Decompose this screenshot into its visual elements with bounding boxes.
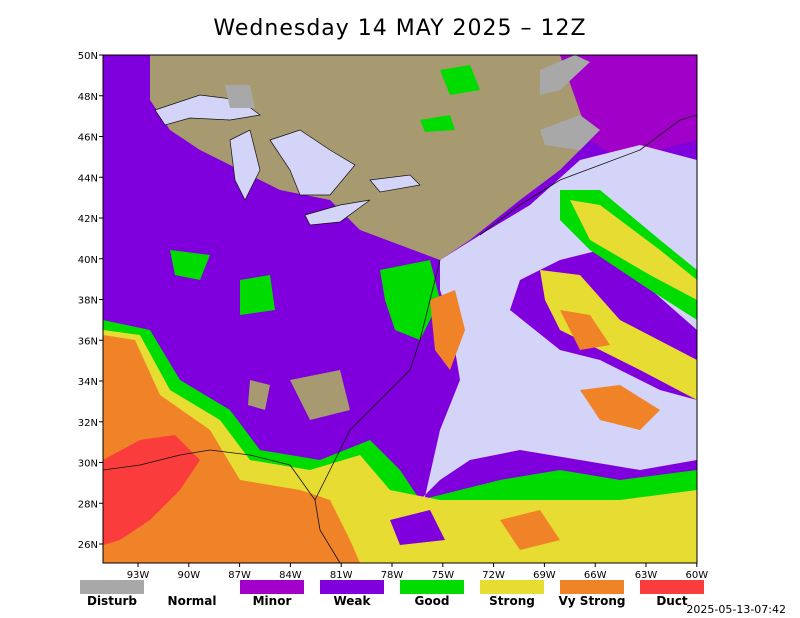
legend-label: Normal <box>168 594 217 608</box>
lat-label: 28N <box>78 499 98 510</box>
legend-swatch <box>240 580 304 594</box>
legend-swatch <box>400 580 464 594</box>
lat-label: 26N <box>78 540 98 551</box>
lon-label: 84W <box>279 570 302 581</box>
legend-swatch <box>320 580 384 594</box>
lon-label: 87W <box>228 570 251 581</box>
legend-swatch <box>160 580 224 594</box>
lon-label: 78W <box>381 570 404 581</box>
legend-label: Good <box>415 594 450 608</box>
lat-label: 42N <box>78 214 98 225</box>
lon-label: 60W <box>685 570 708 581</box>
map <box>103 55 697 563</box>
legend-label: Duct <box>656 594 688 608</box>
title: Wednesday 14 MAY 2025 – 12Z <box>213 16 586 41</box>
lon-label: 72W <box>482 570 505 581</box>
lat-label: 40N <box>78 255 98 266</box>
lon-label: 66W <box>584 570 607 581</box>
legend-label: Vy Strong <box>559 594 626 608</box>
lon-label: 63W <box>635 570 658 581</box>
legend-label: Weak <box>333 594 371 608</box>
legend-swatch <box>640 580 704 594</box>
lat-label: 32N <box>78 418 98 429</box>
lon-label: 81W <box>330 570 353 581</box>
legend-label: Minor <box>253 594 292 608</box>
lat-label: 34N <box>78 377 98 388</box>
map-frame <box>102 54 698 564</box>
lat-label: 50N <box>78 51 98 62</box>
lon-label: 93W <box>127 570 150 581</box>
lat-label: 30N <box>78 459 98 470</box>
legend-swatch <box>560 580 624 594</box>
lat-label: 44N <box>78 173 98 184</box>
lat-label: 48N <box>78 92 98 103</box>
legend-label: Disturb <box>87 594 137 608</box>
legend-label: Strong <box>489 594 535 608</box>
lat-label: 36N <box>78 336 98 347</box>
lat-label: 38N <box>78 296 98 307</box>
lon-label: 69W <box>533 570 556 581</box>
legend-swatch <box>480 580 544 594</box>
timestamp: 2025-05-13-07:42 <box>686 603 786 616</box>
lon-label: 75W <box>431 570 454 581</box>
lon-label: 90W <box>177 570 200 581</box>
legend-swatch <box>80 580 144 594</box>
lat-label: 46N <box>78 133 98 144</box>
